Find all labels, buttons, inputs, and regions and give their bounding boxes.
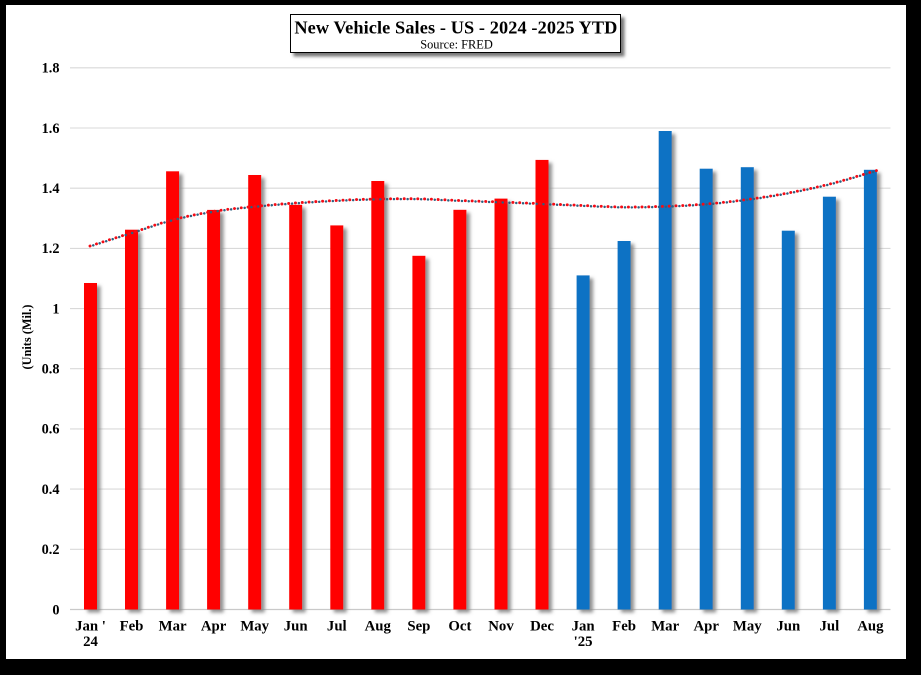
svg-text:May: May [240, 619, 269, 635]
svg-text:Feb: Feb [612, 619, 636, 635]
svg-text:1.4: 1.4 [42, 181, 60, 197]
svg-text:1.6: 1.6 [42, 121, 60, 137]
svg-text:Feb: Feb [120, 619, 144, 635]
svg-text:Aug: Aug [365, 619, 392, 635]
svg-text:Oct: Oct [448, 619, 471, 635]
svg-text:Jun: Jun [776, 619, 800, 635]
svg-text:Source: FRED: Source: FRED [420, 38, 493, 52]
svg-text:Nov: Nov [488, 619, 514, 635]
svg-text:Jun: Jun [284, 619, 308, 635]
svg-text:Dec: Dec [530, 619, 554, 635]
svg-text:0.2: 0.2 [42, 542, 60, 558]
svg-text:Apr: Apr [201, 619, 227, 635]
svg-text:0.8: 0.8 [42, 362, 60, 378]
svg-text:Jul: Jul [327, 619, 347, 635]
svg-text:May: May [733, 619, 762, 635]
svg-text:0.6: 0.6 [42, 422, 60, 438]
svg-text:Jul: Jul [820, 619, 840, 635]
svg-text:New Vehicle Sales - US - 2024: New Vehicle Sales - US - 2024 -2025 YTD [294, 18, 617, 38]
svg-text:Jan: Jan [572, 619, 595, 635]
svg-text:Mar: Mar [159, 619, 187, 635]
svg-text:1.8: 1.8 [42, 61, 60, 77]
svg-text:(Units (Mil.): (Units (Mil.) [20, 305, 34, 370]
svg-text:0.4: 0.4 [42, 482, 60, 498]
svg-text:Jan ': Jan ' [75, 619, 106, 635]
svg-text:Apr: Apr [693, 619, 719, 635]
svg-text:Aug: Aug [857, 619, 884, 635]
svg-text:24: 24 [83, 634, 98, 650]
svg-text:Mar: Mar [651, 619, 679, 635]
svg-text:'25: '25 [574, 634, 593, 650]
svg-text:1.2: 1.2 [42, 241, 60, 257]
svg-text:0: 0 [52, 602, 59, 618]
svg-text:Sep: Sep [407, 619, 430, 635]
svg-text:1: 1 [52, 301, 59, 317]
